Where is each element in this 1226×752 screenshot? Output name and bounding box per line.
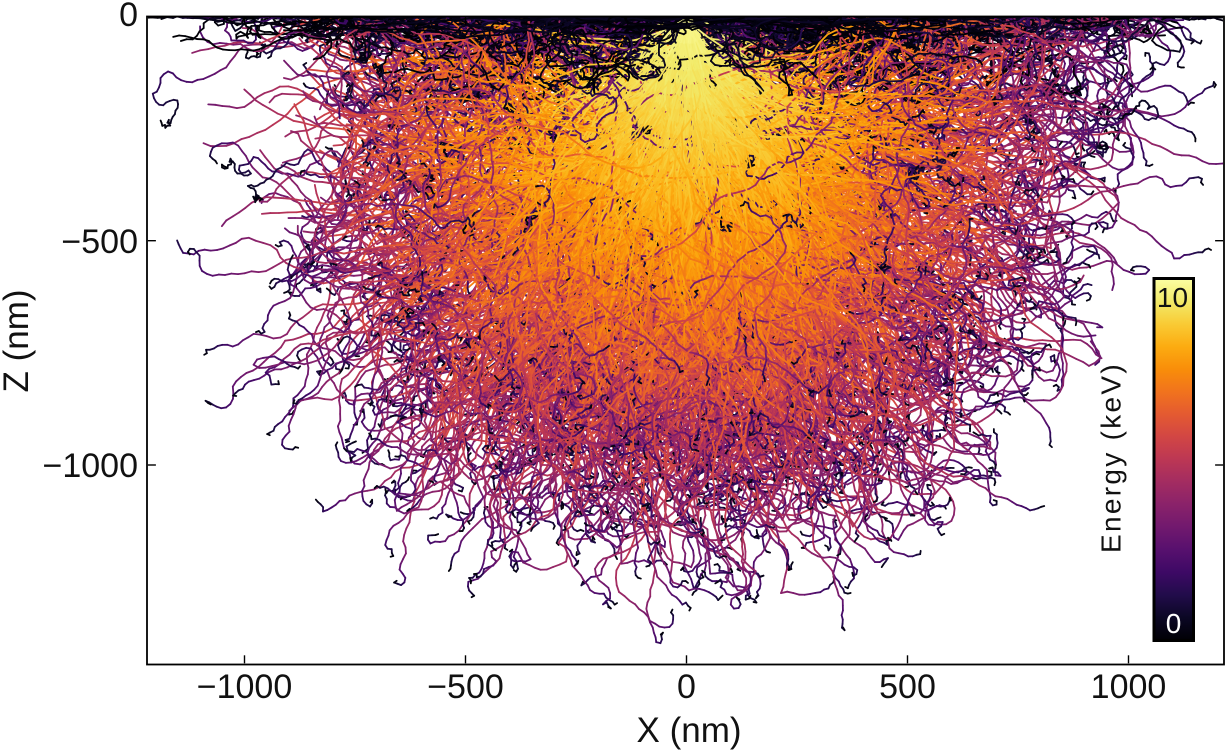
svg-text:0: 0 bbox=[1166, 608, 1182, 639]
svg-text:−1000: −1000 bbox=[43, 447, 139, 485]
svg-text:−500: −500 bbox=[61, 223, 138, 261]
svg-text:Energy (keV): Energy (keV) bbox=[1096, 362, 1127, 553]
svg-text:500: 500 bbox=[879, 668, 936, 706]
svg-text:X (nm): X (nm) bbox=[637, 711, 742, 750]
svg-text:Z (nm): Z (nm) bbox=[0, 289, 36, 392]
svg-text:0: 0 bbox=[677, 668, 696, 706]
svg-text:1000: 1000 bbox=[1091, 668, 1167, 706]
svg-text:−1000: −1000 bbox=[197, 668, 293, 706]
svg-text:0: 0 bbox=[119, 0, 138, 34]
svg-text:−500: −500 bbox=[427, 668, 504, 706]
svg-text:10: 10 bbox=[1157, 282, 1188, 313]
